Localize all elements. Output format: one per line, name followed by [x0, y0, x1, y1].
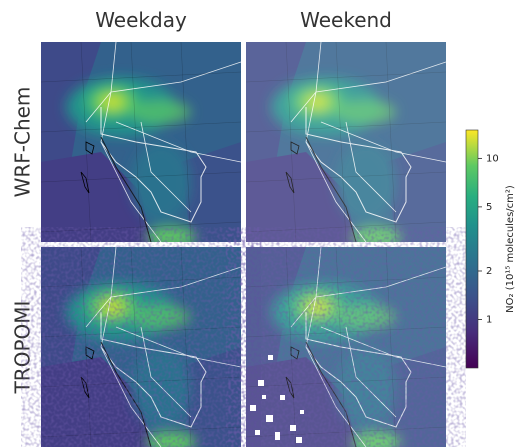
row-title: WRF-Chem [11, 87, 35, 198]
map-panel [246, 247, 446, 447]
column-title: Weekday [95, 8, 187, 32]
colorbar-tick-label: 2 [486, 266, 492, 277]
colorbar [466, 130, 478, 368]
colorbar-tick-label: 5 [486, 202, 492, 213]
figure: Weekday Weekend WRF-Chem TROPOMI 1 2 5 10 N… [0, 0, 516, 447]
map-panel [246, 42, 446, 247]
column-title: Weekend [300, 8, 392, 32]
colorbar-tick-label: 1 [486, 314, 492, 325]
map-panel [41, 42, 241, 247]
colorbar-label: NO₂ (10¹⁵ molecules/cm²) [505, 185, 516, 313]
row-title: TROPOMI [11, 301, 35, 395]
map-panel [41, 247, 241, 447]
colorbar-tick-label: 10 [486, 153, 499, 164]
